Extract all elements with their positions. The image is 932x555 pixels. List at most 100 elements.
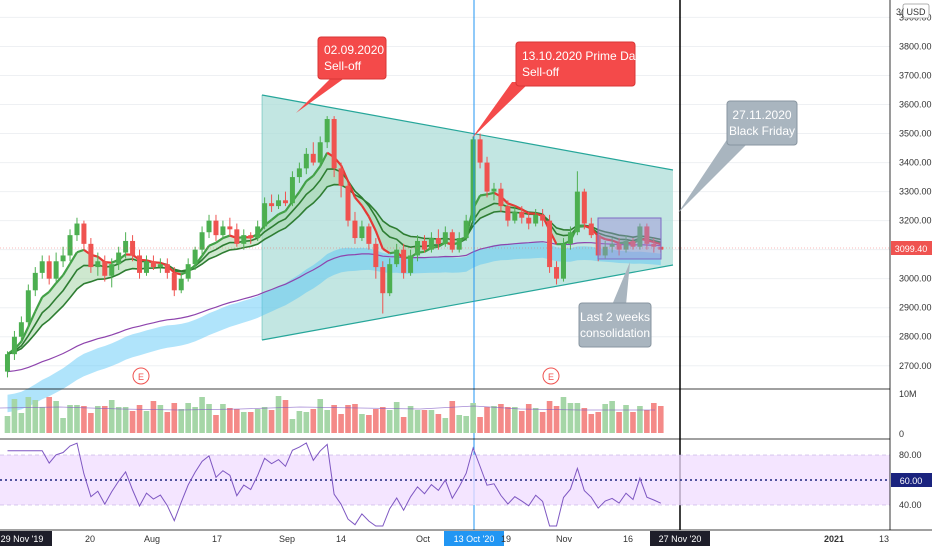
candle-body xyxy=(207,221,212,233)
time-label: Nov xyxy=(556,534,573,544)
candle-body xyxy=(387,264,392,293)
candle-body xyxy=(554,267,559,279)
volume-bar xyxy=(575,403,581,433)
volume-bar xyxy=(533,408,539,433)
volume-bar xyxy=(213,415,219,433)
time-label: 27 Nov '20 xyxy=(650,531,710,546)
candle-body xyxy=(491,189,496,192)
time-label: Aug xyxy=(144,534,160,544)
volume-bar xyxy=(366,415,372,433)
volume-bar xyxy=(178,409,184,433)
earnings-marker-1[interactable]: E xyxy=(133,368,149,384)
volume-bar xyxy=(658,406,664,433)
volume-bar xyxy=(304,412,310,433)
volume-bar xyxy=(234,409,240,433)
volume-bar xyxy=(26,397,32,433)
volume-bar xyxy=(60,418,66,433)
volume-bar xyxy=(185,403,191,433)
volume-bar xyxy=(102,406,108,433)
candle-body xyxy=(227,226,232,229)
candle-body xyxy=(450,232,455,249)
candle-body xyxy=(234,229,239,244)
callout-consolidation-line2: consolidation xyxy=(580,326,650,340)
volume-bar xyxy=(192,407,198,433)
volume-bar xyxy=(269,410,275,433)
price-scale-top-label: 3( xyxy=(896,7,904,17)
volume-bar xyxy=(19,413,25,433)
volume-bar xyxy=(46,397,52,433)
candle-body xyxy=(186,264,191,279)
candle-body xyxy=(436,238,441,244)
volume-bar xyxy=(394,402,400,433)
svg-text:13: 13 xyxy=(879,534,889,544)
candle-body xyxy=(540,215,545,221)
volume-bar xyxy=(123,407,129,433)
price-tick-label: 3400.00 xyxy=(899,158,932,168)
time-label: 17 xyxy=(212,534,222,544)
candle-body xyxy=(255,226,260,238)
volume-bar xyxy=(623,405,629,433)
volume-bar xyxy=(248,412,254,433)
svg-text:Sell-off: Sell-off xyxy=(324,59,362,73)
volume-bar xyxy=(227,408,233,433)
svg-text:Aug: Aug xyxy=(144,534,160,544)
svg-text:19: 19 xyxy=(501,534,511,544)
svg-text:Oct: Oct xyxy=(416,534,431,544)
candle-body xyxy=(74,224,79,236)
price-tick-label: 3500.00 xyxy=(899,129,932,139)
volume-bar xyxy=(255,409,261,433)
volume-bar xyxy=(644,410,650,433)
volume-bar xyxy=(130,411,136,433)
volume-bar xyxy=(39,407,45,433)
volume-bar xyxy=(95,406,101,433)
price-tick-label: 3200.00 xyxy=(899,216,932,226)
candle-body xyxy=(137,255,142,272)
volume-bar xyxy=(554,406,560,433)
candle-body xyxy=(102,261,107,276)
earnings-marker-text: E xyxy=(548,372,554,382)
time-label: 13 xyxy=(879,534,889,544)
volume-bar xyxy=(12,399,18,433)
candle-body xyxy=(262,203,267,226)
volume-bar xyxy=(165,412,171,433)
volume-bar xyxy=(241,412,247,433)
volume-bar xyxy=(498,404,504,433)
volume-bar xyxy=(387,410,393,433)
candle-body xyxy=(200,232,205,249)
callout-sep-line2: Sell-off xyxy=(324,59,362,73)
volume-bar xyxy=(359,414,365,433)
candle-body xyxy=(123,241,128,253)
volume-bar xyxy=(484,407,490,433)
volume-bar xyxy=(401,417,407,433)
earnings-marker-2[interactable]: E xyxy=(543,368,559,384)
svg-text:Sell-off: Sell-off xyxy=(522,65,560,79)
candle-body xyxy=(422,241,427,250)
volume-tick-0: 0 xyxy=(899,429,904,439)
candle-body xyxy=(498,189,503,206)
price-tick-label: 3300.00 xyxy=(899,187,932,197)
candle-body xyxy=(575,192,580,233)
candle-body xyxy=(311,154,316,163)
candle-body xyxy=(408,255,413,272)
volume-bar xyxy=(151,401,157,433)
currency-label: USD xyxy=(906,7,926,17)
volume-bar xyxy=(310,409,316,433)
volume-bar xyxy=(53,401,59,433)
candle-body xyxy=(394,250,399,265)
volume-bar xyxy=(116,407,122,433)
price-tick-label: 3000.00 xyxy=(899,274,932,284)
volume-bar xyxy=(206,404,212,433)
svg-text:consolidation: consolidation xyxy=(580,326,650,340)
volume-bar xyxy=(512,407,518,433)
volume-bar xyxy=(352,404,358,433)
volume-bar xyxy=(449,401,455,433)
candle-body xyxy=(519,212,524,218)
candle-body xyxy=(158,264,163,267)
candle-body xyxy=(88,244,93,267)
candle-body xyxy=(116,253,121,265)
candle-body xyxy=(144,261,149,273)
price-tick-label: 3700.00 xyxy=(899,70,932,80)
candle-body xyxy=(359,226,364,238)
